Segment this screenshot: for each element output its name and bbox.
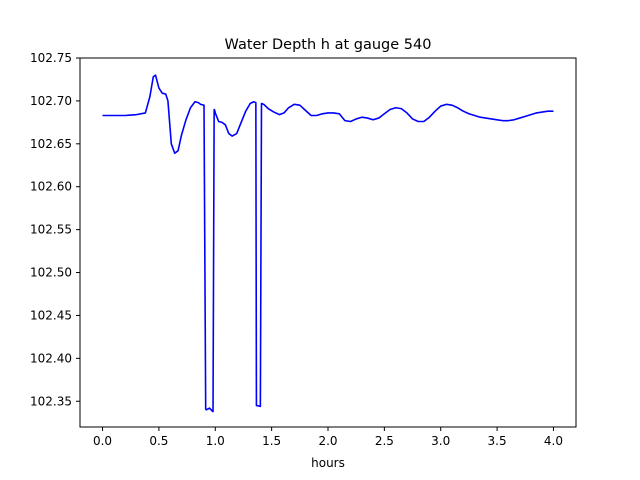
x-tick-label: 0.0 [93, 434, 112, 448]
y-tick-label: 102.50 [30, 266, 72, 280]
plot-frame [79, 57, 577, 428]
x-tick-label: 4.0 [544, 434, 563, 448]
y-tick-label: 102.60 [30, 180, 72, 194]
y-tick-label: 102.75 [30, 51, 72, 65]
x-axis-ticks: 0.0 0.5 1.0 1.5 2.0 2.5 3.0 3.5 4.0 [93, 427, 563, 448]
y-axis-ticks: 102.35 102.40 102.45 102.50 102.55 102.60 102.… [30, 51, 80, 408]
x-tick-label: 2.0 [318, 434, 337, 448]
x-tick-label: 2.5 [375, 434, 394, 448]
chart-title: Water Depth h at gauge 540 [225, 37, 432, 53]
y-tick-label: 102.45 [30, 308, 72, 322]
series-layer [102, 74, 554, 413]
x-tick-label: 1.0 [206, 434, 225, 448]
x-tick-label: 1.5 [262, 434, 281, 448]
y-tick-label: 102.35 [30, 394, 72, 408]
series-line [102, 74, 554, 413]
y-tick-label: 102.70 [30, 94, 72, 108]
x-tick-label: 3.0 [431, 434, 450, 448]
y-tick-label: 102.55 [30, 223, 72, 237]
x-tick-label: 0.5 [149, 434, 168, 448]
y-tick-label: 102.40 [30, 351, 72, 365]
x-axis-label: hours [311, 456, 345, 470]
y-tick-label: 102.65 [30, 137, 72, 151]
x-tick-label: 3.5 [488, 434, 507, 448]
